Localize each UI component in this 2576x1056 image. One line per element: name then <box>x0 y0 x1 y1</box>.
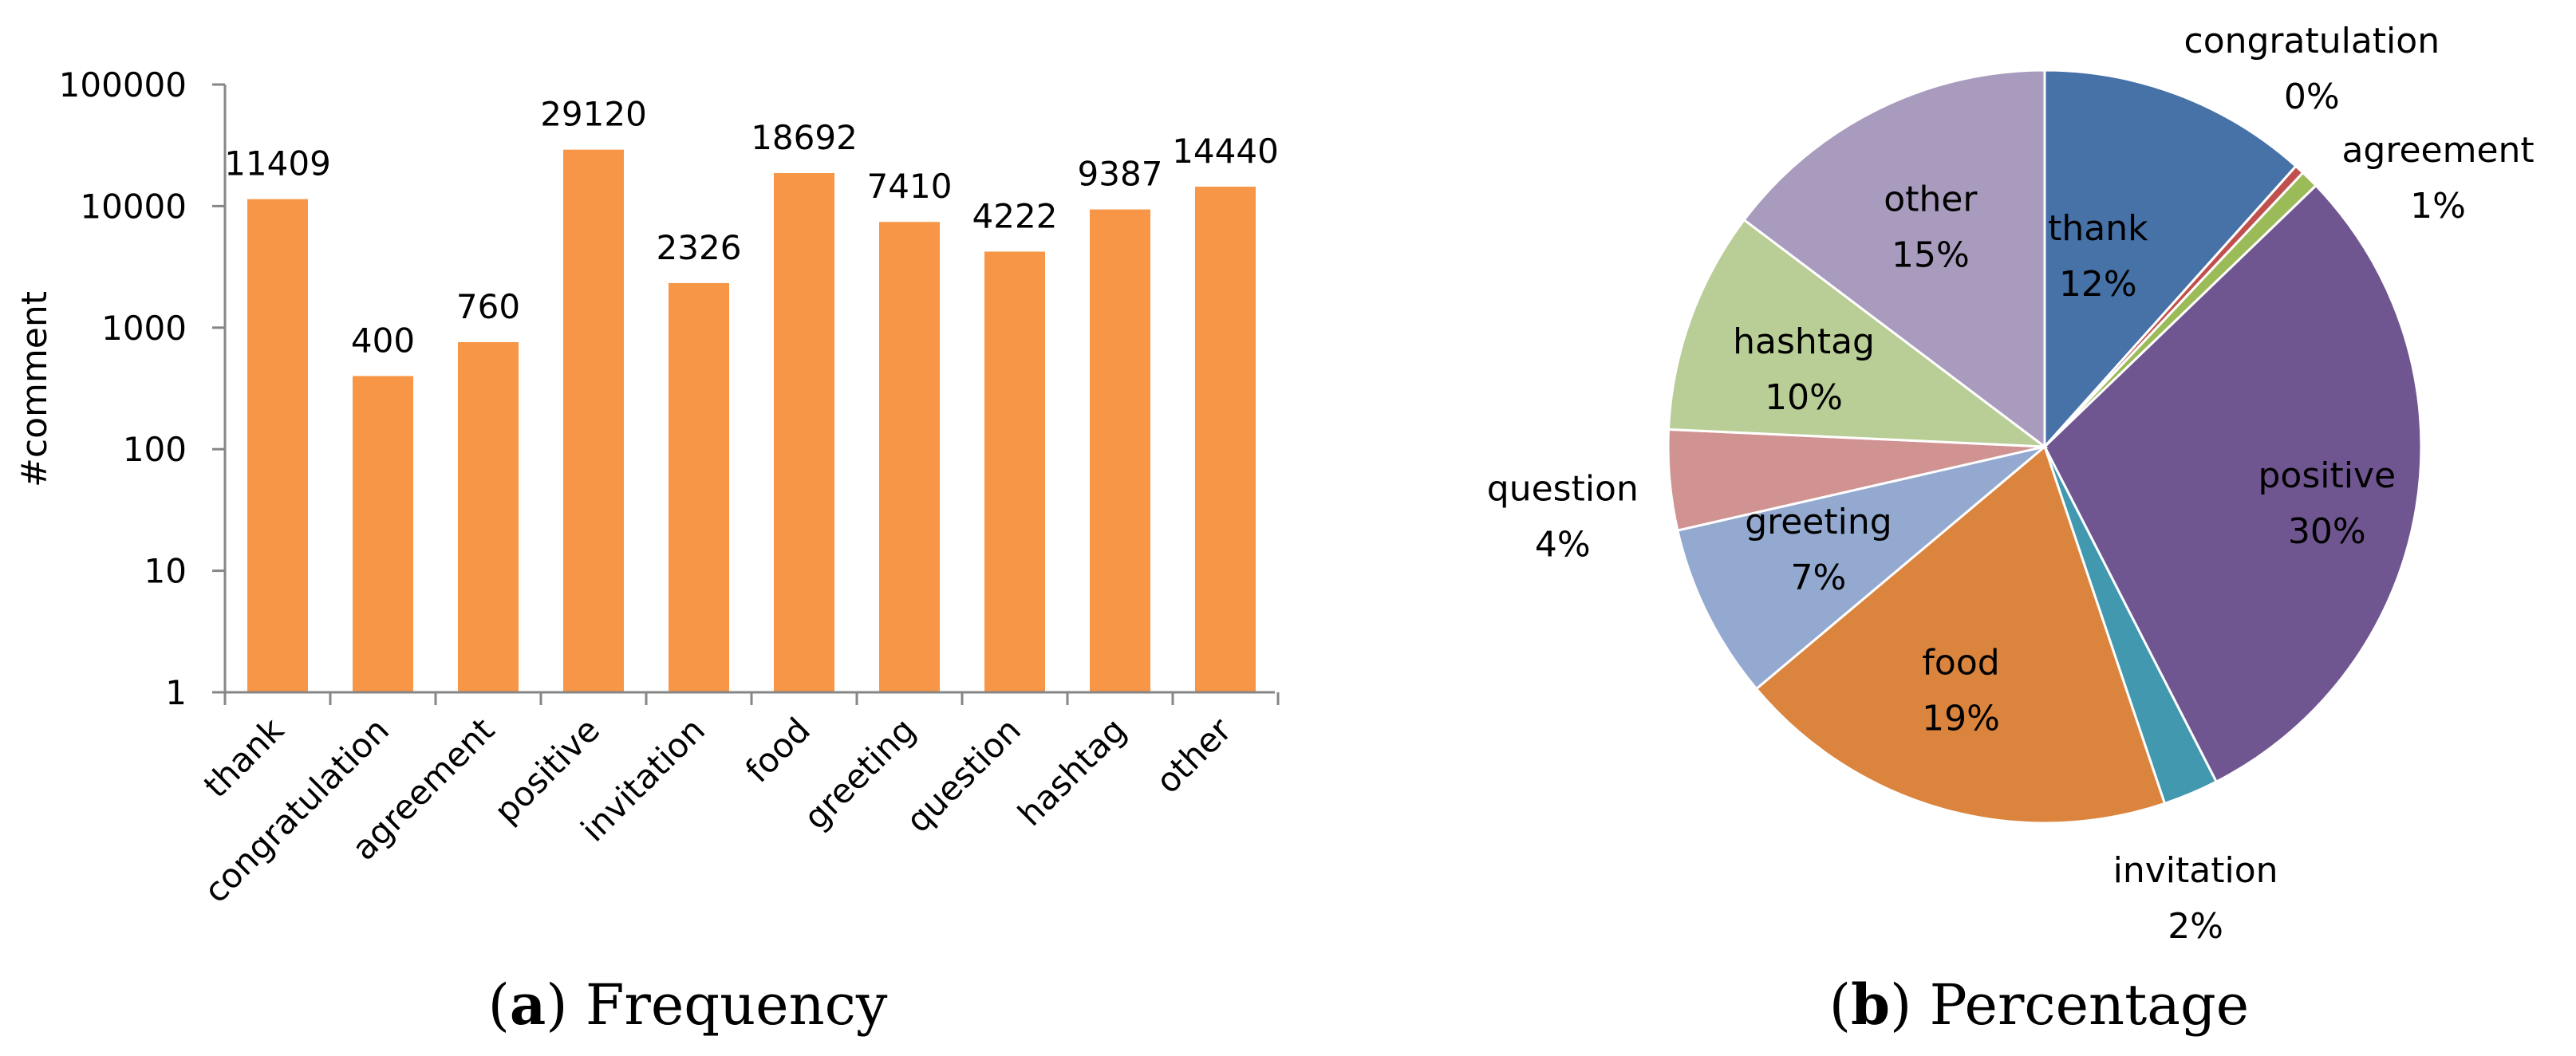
caption-b-letter: b <box>1851 971 1890 1038</box>
pie-label-question: question <box>1487 468 1639 509</box>
x-tick-label-thank: thank <box>196 710 292 806</box>
caption-a-letter: a <box>510 971 546 1038</box>
bar-other <box>1195 187 1256 692</box>
y-axis-ticks: 1 10 100 1000 10000 100000 <box>59 65 187 712</box>
slice-thank <box>2043 69 2298 450</box>
data-label-other: 14440 <box>1172 132 1279 171</box>
pie-percent-congratulation: 0% <box>2284 77 2340 117</box>
y-tick-label: 100 <box>123 430 187 469</box>
pie-label-other: other <box>1884 179 1978 220</box>
pie-percent-agreement: 1% <box>2410 186 2466 227</box>
x-tick-label-question: question <box>898 710 1028 840</box>
data-label-positive: 29120 <box>540 95 647 134</box>
y-tick-label: 1 <box>165 673 187 712</box>
caption-a-text: Frequency <box>586 972 888 1038</box>
y-tick-label: 1000 <box>101 309 187 348</box>
pie-label-food: food <box>1922 642 1999 683</box>
caption-b: (b) Percentage <box>1829 971 2249 1038</box>
x-tick-label-food: food <box>738 710 818 790</box>
pie-percent-other: 15% <box>1892 235 1970 276</box>
data-label-greeting: 7410 <box>867 167 953 206</box>
pie-percent-thank: 12% <box>2059 264 2137 305</box>
bar-congratulation <box>353 376 413 692</box>
y-tick-label: 10000 <box>80 187 187 226</box>
x-tick-label-other: other <box>1148 710 1239 801</box>
caption-b-text: Percentage <box>1930 972 2250 1038</box>
data-label-hashtag: 9387 <box>1078 155 1163 194</box>
bar-hashtag <box>1090 209 1150 692</box>
slice-other <box>1742 69 2046 450</box>
pie-percent-invitation: 2% <box>2168 906 2223 947</box>
pie-slices <box>1667 69 2423 825</box>
bar-invitation <box>669 282 729 692</box>
pie-label-invitation: invitation <box>2113 850 2278 891</box>
pie-percent-hashtag: 10% <box>1765 377 1843 418</box>
bar-axes <box>212 83 1280 705</box>
data-label-agreement: 760 <box>456 287 520 326</box>
x-tick-label-congratulation: congratulation <box>196 710 396 910</box>
pie-percent-greeting: 7% <box>1791 558 1847 598</box>
data-label-congratulation: 400 <box>351 321 415 360</box>
pie-labels: thank 12% congratulation 0%agreement 1% posit… <box>1487 21 2535 947</box>
pie-percent-question: 4% <box>1535 524 1591 565</box>
bar-series <box>247 149 1256 693</box>
pie-label-greeting: greeting <box>1745 502 1892 542</box>
bar-food <box>774 172 834 693</box>
bar-agreement <box>458 341 519 692</box>
data-label-question: 4222 <box>972 196 1058 235</box>
pie-percent-positive: 30% <box>2288 511 2366 552</box>
bar-thank <box>247 199 308 692</box>
pie-label-agreement: agreement <box>2341 130 2534 171</box>
caption-a: (a) Frequency <box>488 971 888 1038</box>
pie-label-congratulation: congratulation <box>2184 21 2440 61</box>
pie-label-thank: thank <box>2048 208 2148 249</box>
data-label-food: 18692 <box>751 118 858 157</box>
y-axis-label: #comment <box>14 291 55 487</box>
x-tick-label-hashtag: hashtag <box>1010 710 1134 833</box>
slice-food <box>1754 444 2167 825</box>
pie-label-positive: positive <box>2258 455 2397 496</box>
bar-positive <box>563 149 624 693</box>
bar-greeting <box>879 222 940 692</box>
slice-hashtag <box>1667 218 2049 448</box>
y-tick-label: 10 <box>144 552 187 591</box>
slice-greeting <box>1676 445 2045 691</box>
data-label-thank: 11409 <box>224 144 331 183</box>
bar-question <box>984 251 1045 692</box>
slice-positive <box>2043 183 2423 784</box>
pie-chart-panel: thank 12% congratulation 0%agreement 1% posit… <box>1487 21 2535 1038</box>
data-label-invitation: 2326 <box>657 228 742 267</box>
y-tick-label: 100000 <box>59 65 187 104</box>
bar-chart-panel: #comment 1 10 100 1000 10000 100000 11409 400 7… <box>14 65 1280 1038</box>
pie-percent-food: 19% <box>1922 698 2000 739</box>
x-axis-ticks: thankcongratulationagreementpositiveinvi… <box>196 710 1240 911</box>
pie-label-hashtag: hashtag <box>1733 321 1875 362</box>
